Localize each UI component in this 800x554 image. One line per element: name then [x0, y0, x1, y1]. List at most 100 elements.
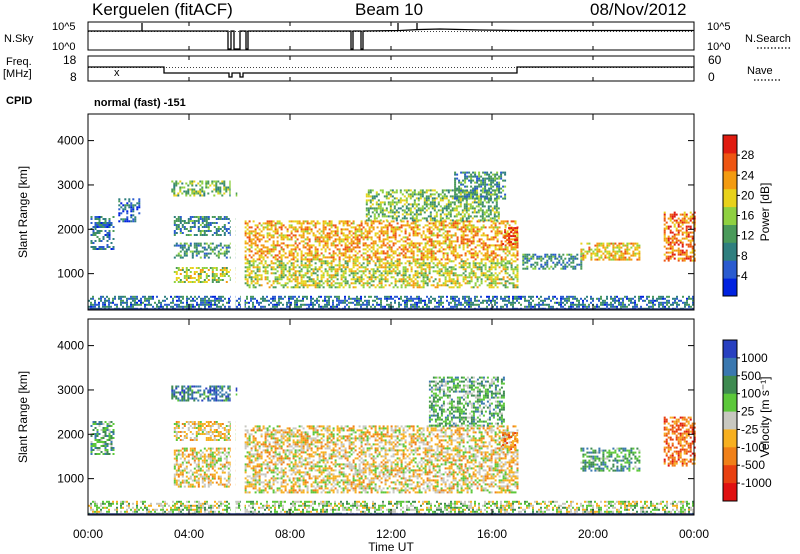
echo-cell — [344, 234, 347, 237]
echo-cell — [314, 268, 317, 271]
echo-cell — [98, 220, 101, 222]
echo-cell — [460, 240, 463, 243]
echo-cell — [441, 217, 444, 220]
echo-cell — [344, 268, 347, 271]
echo-cell — [374, 254, 377, 257]
echo-cell — [354, 238, 357, 241]
echo-cell — [382, 244, 385, 247]
echo-cell — [594, 244, 597, 247]
echo-cell — [516, 258, 519, 261]
echo-cell — [246, 284, 249, 287]
echo-cell — [449, 189, 452, 192]
echo-cell — [206, 301, 208, 304]
echo-cell — [451, 219, 454, 222]
echo-cell — [449, 219, 452, 222]
echo-cell — [344, 256, 347, 259]
echo-cell — [663, 213, 666, 216]
echo-cell — [433, 209, 436, 212]
echo-cell — [425, 217, 428, 220]
echo-cell — [252, 297, 254, 300]
echo-cell — [204, 299, 206, 302]
echo-cell — [316, 258, 319, 261]
echo-cell — [429, 213, 432, 216]
echo-cell — [452, 254, 455, 257]
echo-cell — [438, 250, 441, 253]
echo-cell — [434, 256, 437, 259]
echo-cell — [669, 219, 672, 222]
echo-cell — [461, 199, 464, 202]
echo-cell — [420, 264, 423, 267]
echo-cell — [246, 222, 249, 225]
echo-cell — [310, 230, 313, 233]
echo-cell — [191, 250, 194, 253]
echo-cell — [288, 274, 291, 277]
echo-cell — [506, 262, 509, 265]
echo-cell — [432, 240, 435, 243]
echo-cell — [498, 177, 501, 180]
echo-cell — [250, 250, 253, 253]
echo-cell — [189, 281, 192, 283]
echo-cell — [602, 246, 605, 249]
echo-cell — [494, 179, 497, 182]
echo-cell — [500, 256, 503, 259]
echo-cell — [342, 276, 345, 279]
echo-cell — [380, 284, 383, 287]
echo-cell — [178, 295, 180, 298]
echo-cell — [221, 180, 224, 183]
echo-cell — [128, 220, 131, 223]
echo-cell — [142, 301, 144, 304]
echo-cell — [304, 228, 307, 231]
echo-cell — [262, 252, 265, 255]
echo-cell — [470, 248, 473, 251]
echo-cell — [276, 240, 279, 243]
echo-cell — [191, 256, 194, 259]
echo-cell — [470, 272, 473, 275]
echo-cell — [413, 191, 416, 194]
echo-cell — [510, 278, 513, 281]
echo-cell — [510, 238, 513, 241]
echo-cell — [580, 250, 583, 253]
echo-cell — [455, 193, 458, 196]
echo-cell — [663, 223, 666, 226]
echo-cell — [469, 207, 472, 210]
echo-cell — [248, 220, 251, 223]
echo-cell — [394, 252, 397, 255]
echo-cell — [362, 244, 365, 247]
echo-cell — [425, 195, 428, 198]
echo-cell — [494, 236, 497, 239]
echo-cell — [373, 207, 376, 210]
echo-cell — [506, 286, 509, 289]
echo-cell — [485, 209, 488, 212]
echo-cell — [288, 220, 291, 223]
echo-cell — [398, 258, 401, 261]
echo-cell — [414, 260, 417, 263]
echo-cell — [179, 180, 182, 183]
echo-cell — [368, 226, 371, 229]
echo-cell — [320, 240, 323, 243]
echo-cell — [500, 191, 503, 194]
echo-cell — [373, 209, 376, 212]
echo-cell — [628, 256, 631, 259]
echo-cell — [370, 268, 373, 271]
echo-cell — [453, 215, 456, 218]
echo-cell — [282, 262, 285, 265]
echo-cell — [413, 203, 416, 206]
echo-cell — [693, 215, 696, 218]
echo-cell — [450, 244, 453, 247]
echo-cell — [495, 211, 498, 214]
echo-cell — [474, 254, 477, 257]
echo-cell — [415, 219, 418, 222]
echo-cell — [687, 225, 690, 228]
echo-cell — [201, 281, 204, 283]
echo-cell — [338, 250, 341, 253]
echo-cell — [209, 248, 212, 251]
echo-cell — [248, 240, 251, 243]
echo-cell — [124, 218, 127, 221]
echo-cell — [420, 280, 423, 283]
echo-cell — [500, 177, 503, 180]
echo-cell — [404, 246, 407, 249]
echo-cell — [378, 246, 381, 249]
echo-cell — [484, 266, 487, 269]
echo-cell — [217, 250, 220, 253]
echo-cell — [223, 269, 226, 271]
